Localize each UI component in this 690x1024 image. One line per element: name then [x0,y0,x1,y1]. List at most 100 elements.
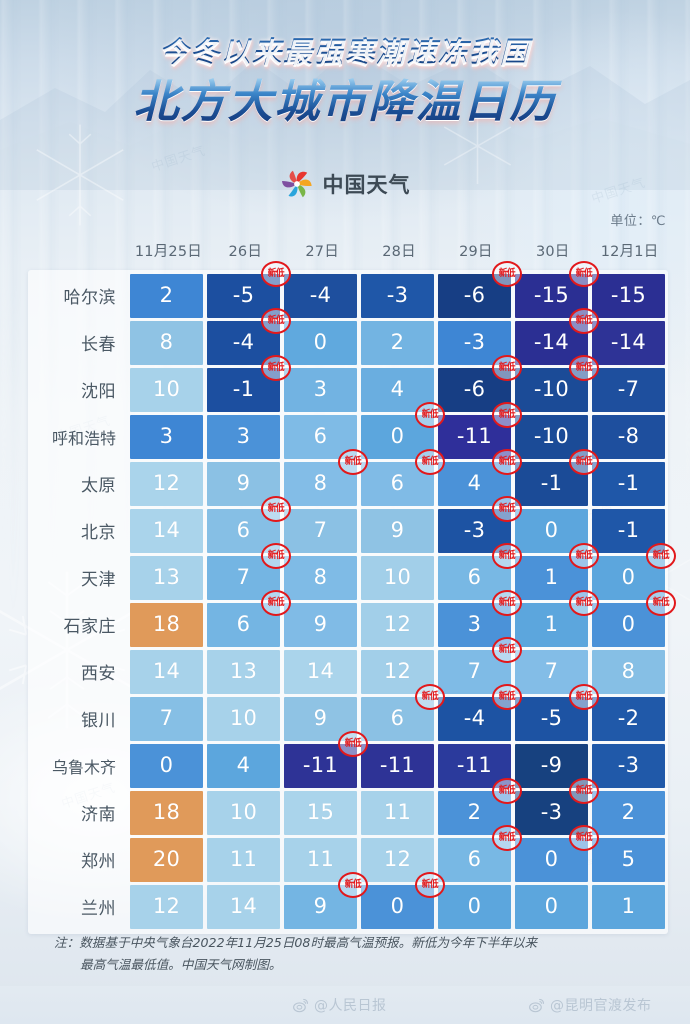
temperature-value: 12 [383,847,412,872]
temperature-value: 14 [152,659,181,684]
temperature-value: 6 [236,518,251,543]
temperature-cell: 8 [130,321,203,365]
temperature-value: 12 [152,471,181,496]
temperature-cell: 3 [207,415,280,459]
temperature-value: -10 [533,377,570,402]
new-low-badge-label: 新低 [575,785,593,797]
temperature-value: -6 [463,283,486,308]
new-low-badge: 新低 [261,261,291,287]
temperature-cell: 5 [592,838,665,882]
city-label: 石家庄 [63,617,116,638]
temperature-cell: -1 新低 [515,449,599,506]
new-low-badge-label: 新低 [652,550,670,562]
row-cells: 18 6 新低 9 12 3 新低 1 新低 0 新低 [130,590,676,647]
temperature-value: -15 [610,283,647,308]
temperature-value: 6 [313,424,328,449]
temperature-cell: 8 新低 [284,449,368,506]
temperature-cell: 6 新低 [361,449,445,506]
temperature-value: -15 [533,283,570,308]
temperature-cell: 0 [515,885,588,929]
temperature-value: 10 [152,377,181,402]
temperature-cell: -11 新低 [284,731,368,788]
temperature-value: 0 [390,894,405,919]
new-low-badge: 新低 [646,590,676,616]
temperature-value: -1 [617,518,640,543]
date-header-0: 11月25日 [134,243,202,260]
footnote-line-1: 注：数据基于中央气象台2022年11月25日08时最高气温预报。新低为今年下半年… [54,935,538,950]
new-low-badge: 新低 [492,261,522,287]
temperature-value: 4 [467,471,482,496]
new-low-badge: 新低 [492,637,522,663]
new-low-badge: 新低 [492,778,522,804]
temperature-cell: -4 新低 [207,308,291,365]
snowflake-icon [36,124,124,226]
new-low-badge: 新低 [415,872,445,898]
temperature-cell: 12 [130,885,203,929]
temperature-value: 1 [544,612,559,637]
temperature-cell: 11 [361,791,434,835]
weibo-icon [529,998,544,1012]
attribution-handle: @昆明官渡发布 [550,998,652,1014]
temperature-cell: 3 [284,368,357,412]
temperature-cell: 10 [207,697,280,741]
temperature-value: 8 [313,471,328,496]
new-low-badge-label: 新低 [421,691,439,703]
temperature-value: 3 [159,424,174,449]
temperature-value: 0 [467,894,482,919]
new-low-badge: 新低 [646,543,676,569]
temperature-value: 18 [152,612,181,637]
new-low-badge: 新低 [492,355,522,381]
temperature-value: -4 [232,330,255,355]
temperature-cell: 0 [130,744,203,788]
temperature-value: 12 [383,612,412,637]
new-low-badge: 新低 [492,402,522,428]
temperature-value: -11 [302,753,339,778]
table-row: 兰州 12 14 9 新低 0 新低 0 0 1 [31,872,665,929]
row-cells: 7 10 9 6 新低 -4 新低 -5 新低 -2 [130,684,665,741]
new-low-badge: 新低 [415,402,445,428]
temperature-cell: 2 [361,321,434,365]
temperature-cell: 0 [438,885,511,929]
new-low-badge-label: 新低 [344,738,362,750]
temperature-cell: -6 新低 [438,261,522,318]
footnote-line-2: 最高气温最低值。中国天气网制图。 [80,957,282,973]
new-low-badge-label: 新低 [267,503,285,515]
temperature-value: -1 [617,471,640,496]
new-low-badge: 新低 [569,778,599,804]
temperature-value: -1 [232,377,255,402]
temperature-value: 7 [467,659,482,684]
temperature-value: 7 [544,659,559,684]
temperature-value: -11 [456,424,493,449]
title-block: 今冬以来最强寒潮速冻我国 北方大城市降温日历 [0,36,690,126]
row-cells: 14 6 新低 7 9 -3 新低 0 -1 [130,496,665,553]
temperature-value: 10 [229,706,258,731]
temperature-cell: 9 [361,509,434,553]
temperature-value: 9 [313,706,328,731]
row-cells: 0 4 -11 新低 -11 -11 -9 -3 [130,731,665,788]
temperature-value: 8 [313,565,328,590]
temperature-value: 0 [544,894,559,919]
temperature-value: 7 [313,518,328,543]
table-row: 呼和浩特 3 3 6 0 新低 -11 新低 -10 -8 [31,402,665,459]
temperature-cell: 1 [592,885,665,929]
mountain-silhouette [0,48,690,190]
temperature-value: -3 [463,518,486,543]
temperature-cell: 18 [130,603,203,647]
temperature-cell: 14 [130,650,203,694]
temperature-cell: 20 [130,838,203,882]
new-low-badge: 新低 [261,543,291,569]
table-row: 石家庄 18 6 新低 9 12 3 新低 1 新低 0 新低 [31,590,676,647]
new-low-badge: 新低 [492,543,522,569]
new-low-badge: 新低 [415,449,445,475]
temperature-value: 13 [229,659,258,684]
temperature-cell: -10 新低 [515,355,599,412]
row-cells: 2 -5 新低 -4 -3 -6 新低 -15 新低 -15 [130,261,665,318]
new-low-badge: 新低 [492,496,522,522]
new-low-badge: 新低 [261,355,291,381]
temperature-cell: 0 新低 [361,402,445,459]
city-label: 沈阳 [81,382,116,403]
temperature-cell: 6 新低 [438,825,522,882]
temperature-value: 6 [390,471,405,496]
row-cells: 10 -1 新低 3 4 -6 新低 -10 新低 -7 [130,355,665,412]
temperature-cell: -1 [592,462,665,506]
